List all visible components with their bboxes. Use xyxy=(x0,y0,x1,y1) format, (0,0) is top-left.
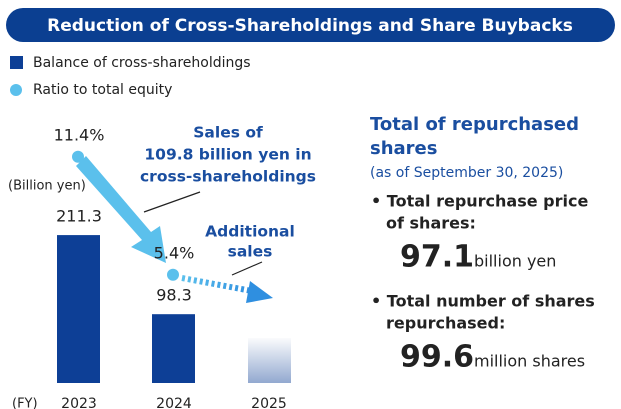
future-bar xyxy=(248,338,291,383)
additional-arrowhead xyxy=(246,281,273,303)
item-value: 99.6 xyxy=(400,340,474,375)
item-label: repurchased: xyxy=(386,314,505,333)
item-value: 97.1 xyxy=(400,240,474,275)
annotation: Sales of xyxy=(193,124,263,142)
annotation: Additional xyxy=(205,223,295,241)
ratio-dot xyxy=(167,268,179,281)
bar-label: 98.3 xyxy=(156,286,192,305)
item-unit: billion yen xyxy=(474,252,556,271)
legend-label: Balance of cross-shareholdings xyxy=(33,55,251,71)
additional-arrow xyxy=(181,275,253,294)
leader-line xyxy=(231,261,263,276)
y-axis-label: (Billion yen) xyxy=(8,179,86,194)
item-unit: million shares xyxy=(474,352,585,371)
annotation: cross-shareholdings xyxy=(140,168,316,186)
summary-subtitle: (as of September 30, 2025) xyxy=(370,165,563,181)
x-tick-label: 2024 xyxy=(156,396,192,409)
x-tick-label: 2025 xyxy=(251,396,287,409)
ratio-label: 5.4% xyxy=(154,243,195,262)
bar xyxy=(152,314,195,383)
leader-line xyxy=(143,191,201,213)
ratio-label: 11.4% xyxy=(54,125,105,144)
reduction-arrow xyxy=(76,156,166,263)
bar-label: 211.3 xyxy=(56,207,102,226)
item-label: • Total number of shares xyxy=(371,292,595,311)
legend-swatch xyxy=(10,84,22,96)
summary-title: Total of repurchased xyxy=(370,114,579,135)
legend-label: Ratio to total equity xyxy=(33,82,172,98)
x-axis-label: (FY) xyxy=(12,397,38,409)
title: Reduction of Cross-Shareholdings and Sha… xyxy=(47,16,573,36)
legend-swatch xyxy=(10,56,23,69)
ratio-dot xyxy=(72,150,84,163)
x-tick-label: 2023 xyxy=(61,396,97,409)
annotation: sales xyxy=(228,243,273,261)
annotation: 109.8 billion yen in xyxy=(144,146,311,164)
title-banner xyxy=(6,8,615,42)
bar xyxy=(57,235,100,383)
summary-title: shares xyxy=(370,138,437,159)
item-label: • Total repurchase price xyxy=(371,192,588,211)
item-label: of shares: xyxy=(386,214,476,233)
